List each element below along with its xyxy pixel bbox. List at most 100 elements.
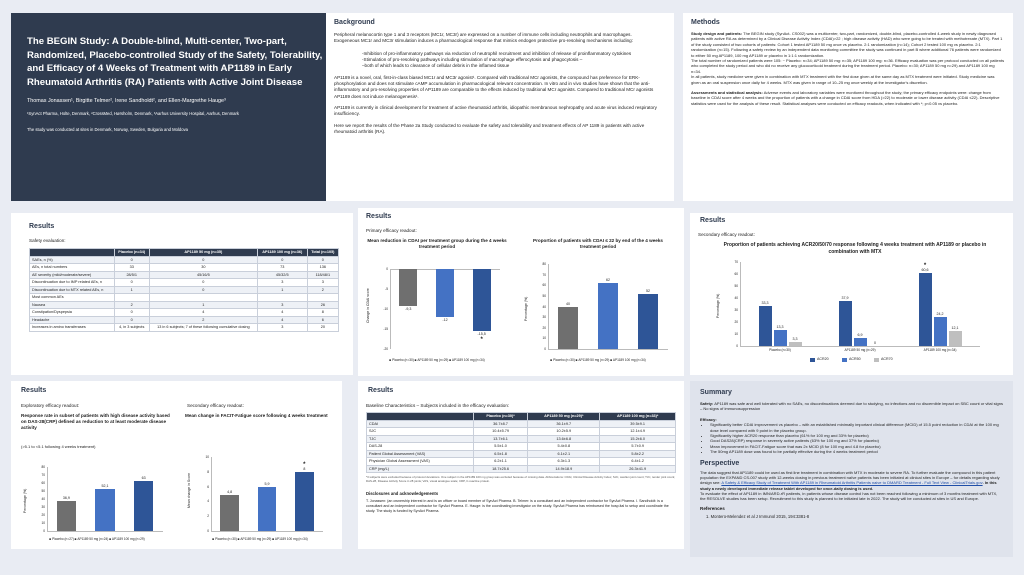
y-tick-label: 70 <box>734 260 738 264</box>
y-tick-label: 2 <box>207 514 209 519</box>
bg-b2: -Stimulation of pro-resolving pathways i… <box>362 56 583 62</box>
y-axis-label: Change in CDAI score <box>366 288 370 323</box>
bg-p2: Exogeneous MC1r and MC3r stimulation ind… <box>334 38 633 44</box>
y-tick-label: 40 <box>41 497 45 501</box>
baseline-cell: 39.5±9.1 <box>599 419 676 429</box>
methods-p3: In all patients, study medicine were giv… <box>691 74 995 85</box>
data-label: 3,3 <box>792 337 798 342</box>
chart-title: Response rate in subset of patients with… <box>21 413 170 431</box>
bar <box>435 269 455 317</box>
significance-star: * <box>480 337 483 343</box>
bar <box>472 269 491 331</box>
acr-subtitle: Secondary efficacy readout: <box>698 232 755 237</box>
y-tick-label: 50 <box>542 293 546 298</box>
safety-cell: Most common AEs <box>29 293 115 302</box>
y-tick-label: 8 <box>207 469 209 474</box>
safety-cell: 0 <box>306 255 340 265</box>
y-tick-label: 70 <box>542 272 546 277</box>
baseline-header: AP1189 100 mg (n=33)* <box>599 412 676 421</box>
baseline-cell: DAS-28 <box>366 442 474 451</box>
baseline-cell: 13.7±6.1 <box>472 434 529 444</box>
summary-bullet: Significantly better CDAI improvement vs… <box>710 422 1003 433</box>
y-tick-label: 70 <box>41 473 45 477</box>
safety-cell: 3 <box>256 300 308 310</box>
safety-cell: 28/5/1 <box>113 270 150 280</box>
y-tick-label: 10 <box>205 455 209 459</box>
summary-bullet: The 50mg AP1189 dose was found to be par… <box>710 449 1003 454</box>
chart-title: Mean change in FACIT-Fatigue score follo… <box>185 413 328 418</box>
data-label: 4,8 <box>227 490 233 495</box>
safety-cell: 1 <box>148 300 258 310</box>
baseline-cell: 26.3±41.9 <box>599 464 676 474</box>
bar <box>56 501 76 531</box>
acr-results-title: Results <box>700 217 726 224</box>
safety-cell: 4 <box>256 315 308 325</box>
bg-b3: –both of which leads to clearance of cel… <box>362 63 510 69</box>
data-label: -9,3 <box>405 307 412 312</box>
y-tick-label: 40 <box>542 304 546 309</box>
table-row: Increases in amino transferases 4, in 3 s… <box>29 323 340 332</box>
safety-cell: 6 <box>306 315 340 325</box>
data-label: 24,2 <box>936 311 944 316</box>
baseline-cell: 6.2±1.1 <box>472 457 529 466</box>
table-row: TJC 13.7±6.1 13.6±6.8 15.2±6.0 <box>366 434 676 444</box>
legend-label: ACR20 <box>817 357 829 361</box>
safety-cell <box>148 293 258 302</box>
background-panel: Background Peripheral melanocortin type … <box>326 13 674 201</box>
disclosures-text: T. Jonassen: (an ownership interest in a… <box>366 498 669 513</box>
bar <box>933 316 947 346</box>
baseline-header <box>366 412 474 421</box>
references-title: References <box>700 505 725 511</box>
x-axis <box>47 531 163 532</box>
methods-title: Methods <box>691 19 720 26</box>
baseline-cell: TJC <box>366 434 474 444</box>
table-row: SAEs, n (%) 0 0 0 0 <box>29 255 340 265</box>
y-tick-label: 60 <box>41 481 45 485</box>
summary-efficacy-heading: Efficacy: <box>700 416 717 422</box>
safety-cell: AE severity (mild/moderate/severe) <box>29 270 115 280</box>
y-tick-label: -10 <box>383 307 388 311</box>
baseline-cell: 18.7±25.6 <box>472 464 529 474</box>
x-axis <box>211 531 323 532</box>
chart-legend: ■ Placebo (n=30) ■ AP1189 50 mg (n=29) ■… <box>212 537 308 541</box>
baseline-cell: 6.5±1.8 <box>472 449 529 459</box>
y-axis <box>548 264 549 349</box>
safety-cell: 73 <box>256 263 308 272</box>
y-axis-label: Mean change in Score <box>187 472 191 508</box>
primary-title: Results <box>366 213 392 220</box>
significance-star: * <box>923 263 927 270</box>
bg-p1: Peripheral melanocortin type 1 and 3 rec… <box>334 32 632 37</box>
y-tick-label: 10 <box>542 336 546 341</box>
safety-cell: 1 <box>113 285 150 295</box>
safety-cell: Discontinuation due to MTX related AEs, … <box>29 285 115 295</box>
baseline-cell: 14.9±18.9 <box>527 464 601 474</box>
chart-legend: ■ Placebo (n=30) ■ AP1189 50 mg (n=29) ■… <box>550 358 646 362</box>
table-row: AE severity (mild/moderate/severe) 28/5/1… <box>29 270 340 280</box>
safety-cell: Nausea <box>29 300 115 310</box>
safety-cell <box>256 293 308 302</box>
safety-cell: 8 <box>306 308 340 317</box>
safety-cell: Discontinuation due to IMP related AEs, … <box>29 278 115 287</box>
y-axis <box>47 467 48 531</box>
baseline-header: Placebo (n=30)* <box>472 412 529 421</box>
chart-title: Mean reduction in CDAI per treatment gro… <box>367 238 507 250</box>
perspective-title: Perspective <box>700 459 740 467</box>
baseline-cell: 5.7±0.9 <box>599 442 676 451</box>
acr-chart: Proportion of patients achieving ACR20/5… <box>710 240 1000 375</box>
y-tick-label: 0 <box>43 529 45 533</box>
facit-chart: Mean change in FACIT-Fatigue score follo… <box>181 411 339 549</box>
clinicaltrials-link[interactable]: A Safety & Efficacy Study of Treatment W… <box>721 480 983 486</box>
data-label: 33,3 <box>761 301 769 306</box>
table-row: Patient Global Assessment (VAS) 6.5±1.8 6.… <box>366 449 676 459</box>
summary-safety: Safety: AP1189 was safe and well tolerat… <box>700 401 1003 412</box>
y-axis <box>390 269 391 349</box>
baseline-table: Placebo (n=30)* AP1189 50 mg (n=29)* AP118… <box>366 412 676 474</box>
safety-cell: 0 <box>148 255 258 265</box>
data-label: 62 <box>606 278 610 283</box>
data-label: 40 <box>566 301 570 306</box>
safety-cell: SAEs, n (%) <box>29 255 115 265</box>
x-tick-label: AP1189 100 mg (n=34) <box>923 348 957 352</box>
y-tick-label: 80 <box>41 465 45 469</box>
chart-legend: ■ Placebo (n=27) ■ AP1189 50 mg (n=24) ■… <box>49 537 145 541</box>
safety-cell: 33 <box>113 263 150 272</box>
